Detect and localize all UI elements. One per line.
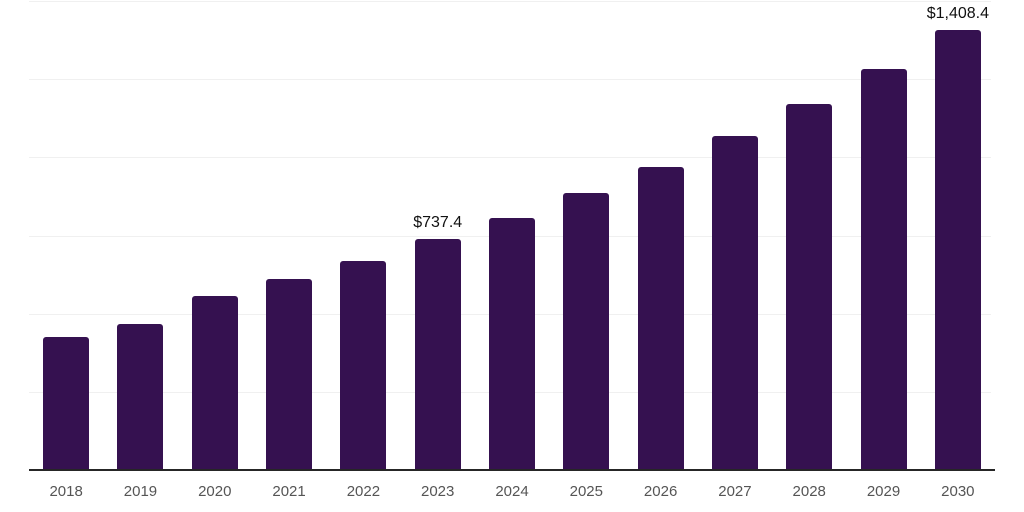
x-tick-label-2024: 2024	[495, 483, 529, 500]
bar-2029	[860, 69, 907, 470]
x-axis-line	[29, 469, 995, 471]
bar-2028	[786, 104, 833, 470]
x-tick-label-2028: 2028	[792, 483, 826, 500]
data-label-2030: $1,408.4	[926, 4, 989, 22]
x-tick-label-2026: 2026	[643, 483, 678, 500]
x-tick-label-2027: 2027	[718, 483, 752, 500]
x-tick-label-2018: 2018	[49, 483, 83, 500]
gridline-1250	[29, 79, 991, 81]
bar-2019	[117, 323, 164, 470]
x-tick-label-2025: 2025	[569, 483, 603, 500]
bar-2023	[414, 239, 461, 470]
gridline-1500	[29, 1, 991, 2]
x-tick-label-2029: 2029	[866, 483, 901, 500]
bar-2018	[43, 336, 90, 470]
gridline-1000	[29, 157, 991, 159]
bar-2021	[266, 278, 313, 470]
x-tick-label-2023: 2023	[421, 483, 455, 500]
bar-2026	[637, 166, 684, 470]
bar-2025	[563, 193, 610, 470]
x-tick-label-2020: 2020	[198, 483, 232, 500]
bar-2030	[934, 29, 981, 470]
x-tick-label-2022: 2022	[346, 483, 381, 500]
x-tick-label-2030: 2030	[941, 483, 975, 500]
bar-2020	[191, 295, 238, 470]
bar-2027	[711, 136, 758, 470]
bar-2022	[340, 260, 387, 470]
data-label-2023: $737.4	[413, 214, 463, 232]
x-tick-label-2021: 2021	[272, 483, 306, 500]
x-tick-label-2019: 2019	[123, 483, 158, 500]
bar-2024	[489, 218, 535, 470]
